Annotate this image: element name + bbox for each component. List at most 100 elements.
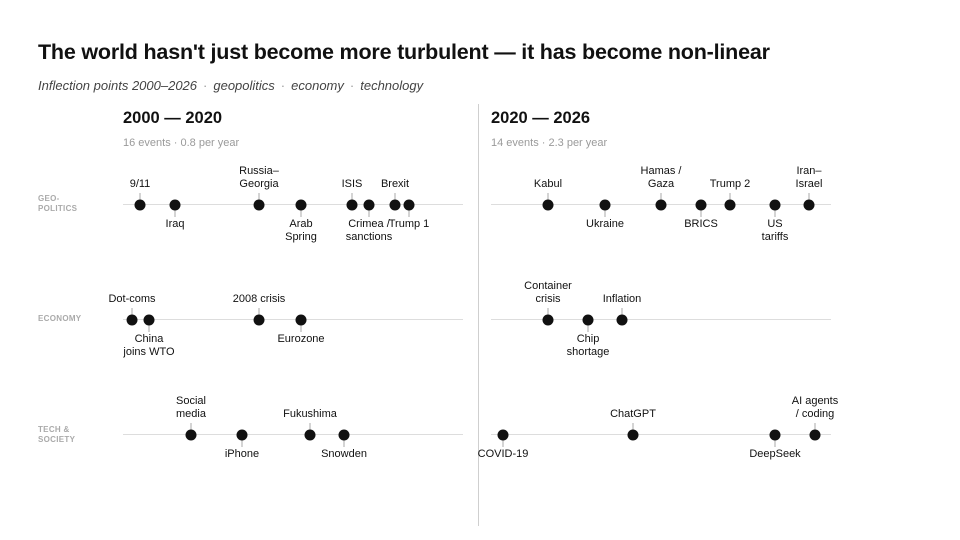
event-label-line: BRICS <box>684 217 718 230</box>
row-label-line: POLITICS <box>38 204 78 213</box>
event-label-line: ChatGPT <box>610 407 656 420</box>
event-label-line: Hamas / <box>640 164 682 177</box>
event-brics-marker <box>695 199 707 210</box>
event-snowden-leader <box>343 439 345 447</box>
event-us-tariffs-leader <box>774 209 776 217</box>
event-label-line: Container <box>524 279 572 292</box>
event-label-line: iPhone <box>224 447 260 460</box>
event-chip-shortage-label: Chip shortage <box>567 333 610 359</box>
event-ai-agents-coding-marker <box>809 429 821 440</box>
event-iraq-marker <box>169 199 181 210</box>
event-china-joins-wto-leader <box>148 324 150 332</box>
event-fukushima-marker <box>304 429 316 440</box>
event-label-line: Snowden <box>321 447 367 460</box>
event-dot-coms-leader <box>131 307 133 315</box>
event-russia-georgia-marker <box>253 199 265 210</box>
event-eurozone-leader <box>300 324 302 332</box>
event-eurozone-label: Eurozone <box>277 333 324 346</box>
event-inflation-label: Inflation <box>603 293 642 306</box>
event-hamas-gaza-label: Hamas / Gaza <box>641 165 682 191</box>
subtitle-tag-technology: technology <box>360 78 424 93</box>
timeline-axis <box>491 319 831 320</box>
event-label-line: COVID-19 <box>477 447 529 460</box>
panel-title-2020-2026: 2020 — 2026 <box>491 109 591 127</box>
event-container-crisis-leader <box>547 307 549 315</box>
row-label-geopolitics: GEO- POLITICS <box>38 194 98 214</box>
event-label-line: 2008 crisis <box>232 292 286 305</box>
event-label-line: Russia– <box>239 164 279 177</box>
event-china-joins-wto-label: China joins WTO <box>123 333 174 359</box>
row-label-economy: ECONOMY <box>38 314 98 324</box>
subtitle-tag-geopolitics: geopolitics <box>213 78 275 93</box>
event-china-joins-wto-marker <box>143 314 155 325</box>
row-label-line: SOCIETY <box>38 435 76 444</box>
event-2008-crisis-leader <box>258 307 260 315</box>
row-label-tech-society: TECH & SOCIETY <box>38 425 98 445</box>
event-iran-israel-leader <box>808 192 810 200</box>
event-label-line: Fukushima <box>283 407 337 420</box>
subtitle-tag-economy: economy <box>291 78 344 93</box>
event-iphone-leader <box>241 439 243 447</box>
event-label-line: Eurozone <box>277 332 325 345</box>
row-label-line: TECH & <box>38 425 70 434</box>
event-container-crisis-label: Container crisis <box>524 280 572 306</box>
event-covid-19-marker <box>497 429 509 440</box>
event-deepseek-leader <box>774 439 776 447</box>
event-brexit-leader <box>394 192 396 200</box>
event-social-media-leader <box>190 422 192 430</box>
timeline-axis <box>123 319 463 320</box>
chart-subtitle: Inflection points 2000–2026 · geopolitics ·… <box>38 78 423 93</box>
event-iran-israel-label: Iran– Israel <box>796 165 823 191</box>
event-arab-spring-marker <box>295 199 307 210</box>
event-inflation-leader <box>621 307 623 315</box>
event-snowden-label: Snowden <box>321 448 367 461</box>
subtitle-separator: · <box>203 78 208 93</box>
event-label-line: Trump 2 <box>709 177 751 190</box>
event-label-line: Dot-coms <box>108 292 156 305</box>
event-russia-georgia-leader <box>258 192 260 200</box>
subtitle-separator: · <box>349 78 355 93</box>
event-chip-shortage-leader <box>587 324 589 332</box>
event-crimea-sanctions-label: Crimea / sanctions <box>346 218 392 244</box>
event-ukraine-leader <box>604 209 606 217</box>
event-ukraine-label: Ukraine <box>586 218 624 231</box>
event-9-11-label: 9/11 <box>130 178 151 191</box>
event-label-line: Kabul <box>533 177 563 190</box>
event-chatgpt-label: ChatGPT <box>610 408 656 421</box>
event-label-line: Chip <box>576 332 600 345</box>
event-covid-19-leader <box>502 439 504 447</box>
event-label-line: ISIS <box>341 177 363 190</box>
event-arab-spring-label: Arab Spring <box>285 218 317 244</box>
event-chatgpt-leader <box>632 422 634 430</box>
event-label-line: media <box>176 407 206 420</box>
event-label-line: sanctions <box>345 230 393 243</box>
event-label-line: tariffs <box>761 230 789 243</box>
event-chatgpt-marker <box>627 429 639 440</box>
chart-title: The world hasn't just become more turbul… <box>38 40 770 64</box>
period-divider <box>478 104 479 526</box>
event-russia-georgia-label: Russia– Georgia <box>239 165 279 191</box>
event-trump-2-marker <box>724 199 736 210</box>
event-trump-1-label: Trump 1 <box>389 218 430 231</box>
panel-title-2000-2020: 2000 — 2020 <box>123 109 223 127</box>
event-dot-coms-label: Dot-coms <box>108 293 155 306</box>
event-deepseek-label: DeepSeek <box>749 448 800 461</box>
event-brexit-marker <box>389 199 401 210</box>
event-label-line: Trump 1 <box>388 217 430 230</box>
timeline-axis <box>491 434 831 435</box>
event-eurozone-marker <box>295 314 307 325</box>
timeline-axis <box>123 204 463 205</box>
event-kabul-marker <box>542 199 554 210</box>
event-chip-shortage-marker <box>582 314 594 325</box>
event-social-media-marker <box>185 429 197 440</box>
event-label-line: China <box>134 332 164 345</box>
event-kabul-label: Kabul <box>534 178 562 191</box>
event-label-line: Iraq <box>165 217 185 230</box>
event-brics-label: BRICS <box>684 218 718 231</box>
event-iraq-label: Iraq <box>166 218 185 231</box>
event-iphone-marker <box>236 429 248 440</box>
panel-stats-2000-2020: 16 events · 0.8 per year <box>123 137 240 149</box>
event-trump-1-leader <box>408 209 410 217</box>
event-ai-agents-coding-label: AI agents / coding <box>792 395 838 421</box>
event-brexit-label: Brexit <box>381 178 409 191</box>
